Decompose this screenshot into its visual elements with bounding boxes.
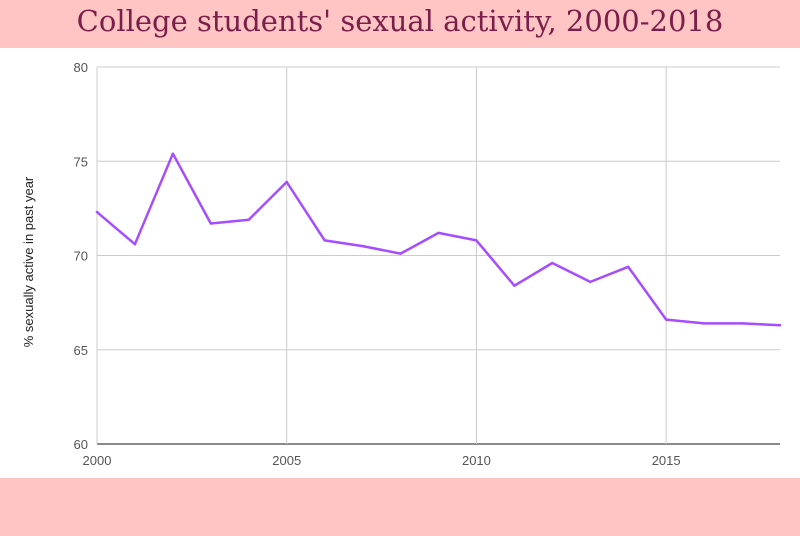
y-tick-label: 70 xyxy=(74,249,88,264)
series-line xyxy=(95,152,782,327)
x-tick-label: 2005 xyxy=(272,453,301,468)
grid-lines xyxy=(96,66,780,445)
title-banner: College students' sexual activity, 2000-… xyxy=(0,0,800,48)
chart-title: College students' sexual activity, 2000-… xyxy=(76,4,724,38)
data-point xyxy=(133,242,137,246)
data-point xyxy=(437,231,440,235)
x-tick-label: 2010 xyxy=(462,453,491,468)
y-tick-label: 80 xyxy=(74,60,88,75)
x-tick-label: 2000 xyxy=(83,453,112,468)
data-point xyxy=(589,280,592,284)
data-point xyxy=(740,322,744,325)
data-point xyxy=(627,265,630,269)
y-tick-labels: 60 65 70 75 80 xyxy=(74,60,88,452)
data-point xyxy=(513,284,516,287)
data-point xyxy=(95,210,99,214)
y-axis-label: % sexually active in past year xyxy=(21,176,36,347)
data-point xyxy=(361,244,364,248)
data-point xyxy=(702,322,706,325)
x-tick-labels: 2000 2005 2010 2015 xyxy=(83,453,681,468)
y-tick-label: 60 xyxy=(74,437,88,452)
series-layer xyxy=(95,152,782,327)
data-point xyxy=(475,239,478,242)
data-point xyxy=(551,261,554,265)
data-point xyxy=(778,324,782,327)
y-tick-label: 65 xyxy=(74,343,88,358)
y-tick-label: 75 xyxy=(74,154,88,169)
data-point xyxy=(399,252,402,255)
data-point xyxy=(664,318,668,321)
data-point xyxy=(285,180,288,184)
data-point xyxy=(209,222,213,225)
footer-banner xyxy=(0,478,800,536)
x-tick-label: 2015 xyxy=(652,453,681,468)
data-point xyxy=(323,239,326,242)
data-point xyxy=(247,218,250,221)
data-point xyxy=(171,152,175,155)
